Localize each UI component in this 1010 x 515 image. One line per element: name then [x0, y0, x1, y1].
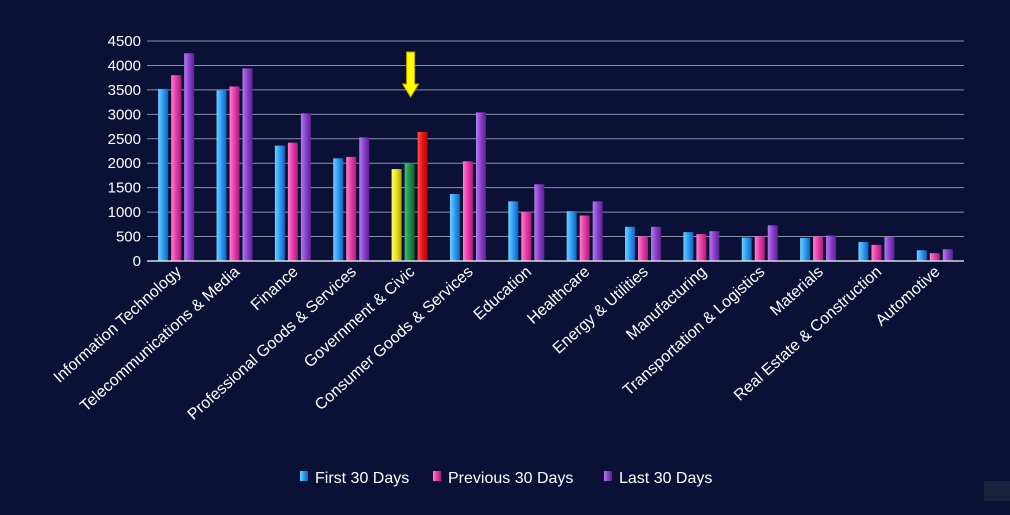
legend-swatch — [433, 471, 441, 481]
bar — [767, 225, 778, 261]
bars — [158, 53, 953, 262]
highlight-annotation — [401, 51, 420, 98]
legend-label: Last 30 Days — [619, 470, 712, 487]
bar — [929, 253, 940, 261]
bar — [242, 68, 253, 261]
legend-label: First 30 Days — [315, 470, 409, 487]
legend: First 30 Days Previous 30 Days Last 30 Day… — [300, 470, 712, 487]
bar — [449, 194, 460, 261]
legend-label: Previous 30 Days — [448, 470, 573, 487]
y-tick-label: 1000 — [108, 204, 141, 221]
bar — [683, 232, 694, 261]
bar — [287, 142, 298, 261]
legend-swatch — [604, 471, 612, 481]
legend-swatch — [300, 471, 308, 481]
bar — [508, 201, 519, 261]
y-tick-label: 500 — [116, 229, 141, 246]
y-tick-label: 3500 — [108, 82, 141, 99]
bar — [579, 215, 590, 261]
bar — [826, 235, 837, 261]
bar — [754, 236, 765, 261]
bar — [592, 201, 603, 261]
bar — [417, 131, 428, 261]
gridlines — [147, 40, 964, 238]
bar — [638, 236, 649, 261]
y-tick-label: 4000 — [108, 57, 141, 74]
bar — [534, 184, 545, 261]
bar — [462, 161, 473, 261]
bar — [404, 163, 415, 261]
bar — [475, 112, 486, 261]
x-tick-label: Automotive — [873, 263, 944, 329]
bar — [916, 250, 927, 261]
y-tick-label: 3000 — [108, 106, 141, 123]
bar — [566, 211, 577, 261]
bar — [391, 169, 402, 261]
bar — [346, 156, 357, 261]
bar — [709, 231, 720, 261]
bar — [521, 212, 532, 261]
y-tick-label: 2000 — [108, 155, 141, 172]
x-tick-label: Materials — [767, 263, 827, 319]
bar — [300, 113, 311, 261]
bar — [333, 158, 344, 261]
x-tick-label: Government & Civic — [301, 263, 418, 371]
bar — [942, 249, 953, 261]
bar — [813, 236, 824, 261]
y-tick-label: 1500 — [108, 180, 141, 197]
bar — [858, 241, 869, 261]
highlight-arrow-icon — [401, 51, 420, 98]
bar — [884, 237, 895, 261]
y-axis: 0 500 1000 1500 2000 2500 3000 3500 4000 4500 — [108, 33, 141, 270]
bar — [184, 53, 195, 261]
bar — [171, 75, 182, 261]
y-tick-label: 2500 — [108, 131, 141, 148]
bar — [696, 234, 707, 261]
bar — [274, 145, 285, 261]
bar — [871, 244, 882, 261]
corner-box — [984, 481, 1010, 501]
y-tick-label: 0 — [133, 253, 141, 270]
y-tick-label: 4500 — [108, 33, 141, 50]
x-axis: Information TechnologyTelecommunications… — [51, 260, 964, 424]
bar — [741, 237, 752, 261]
bar — [800, 238, 811, 261]
bar — [625, 226, 636, 261]
bar — [359, 137, 370, 261]
bar — [229, 86, 240, 261]
bar — [158, 88, 169, 262]
bar — [651, 226, 662, 261]
bar — [216, 90, 227, 261]
x-tick-label: Finance — [248, 263, 302, 314]
